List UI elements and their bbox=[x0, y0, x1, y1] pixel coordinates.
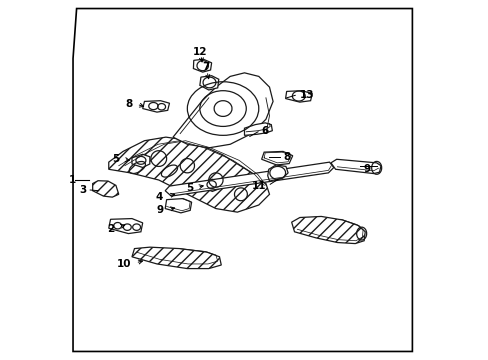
Polygon shape bbox=[200, 76, 218, 90]
Polygon shape bbox=[193, 59, 211, 72]
Polygon shape bbox=[132, 154, 149, 167]
Text: 8: 8 bbox=[283, 153, 290, 162]
Polygon shape bbox=[244, 123, 272, 135]
Text: 5: 5 bbox=[112, 154, 119, 163]
Polygon shape bbox=[261, 152, 292, 165]
Text: 6: 6 bbox=[261, 126, 268, 136]
Text: 9: 9 bbox=[157, 205, 164, 215]
Polygon shape bbox=[267, 165, 287, 181]
Polygon shape bbox=[285, 91, 312, 102]
Polygon shape bbox=[108, 137, 269, 212]
Polygon shape bbox=[108, 219, 142, 234]
Text: 11: 11 bbox=[251, 181, 265, 191]
Text: 7: 7 bbox=[202, 63, 209, 72]
Text: 3: 3 bbox=[79, 185, 86, 195]
Text: 13: 13 bbox=[299, 90, 314, 100]
Text: 1: 1 bbox=[68, 175, 76, 185]
Polygon shape bbox=[203, 179, 218, 192]
Polygon shape bbox=[165, 199, 191, 213]
Text: 4: 4 bbox=[155, 192, 163, 202]
Polygon shape bbox=[330, 159, 380, 174]
Polygon shape bbox=[291, 216, 365, 244]
Text: 12: 12 bbox=[193, 47, 207, 57]
Text: 8: 8 bbox=[125, 99, 132, 109]
Text: 10: 10 bbox=[116, 259, 131, 269]
Text: 5: 5 bbox=[185, 183, 193, 193]
Polygon shape bbox=[173, 73, 272, 148]
Polygon shape bbox=[165, 162, 333, 196]
Polygon shape bbox=[93, 181, 119, 197]
Polygon shape bbox=[142, 101, 169, 112]
Text: 2: 2 bbox=[107, 224, 114, 234]
Polygon shape bbox=[132, 247, 221, 269]
Text: 9: 9 bbox=[363, 164, 369, 174]
